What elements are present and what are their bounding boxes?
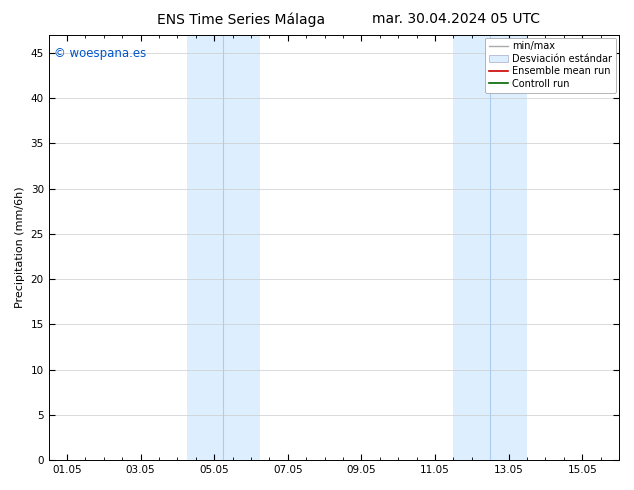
Legend: min/max, Desviación estándar, Ensemble mean run, Controll run: min/max, Desviación estándar, Ensemble m… [485,38,616,93]
Bar [186,35,260,460]
Text: © woespana.es: © woespana.es [55,48,146,60]
Text: ENS Time Series Málaga: ENS Time Series Málaga [157,12,325,27]
Bar [453,35,527,460]
Text: mar. 30.04.2024 05 UTC: mar. 30.04.2024 05 UTC [373,12,540,26]
Y-axis label: Precipitation (mm/6h): Precipitation (mm/6h) [15,187,25,308]
